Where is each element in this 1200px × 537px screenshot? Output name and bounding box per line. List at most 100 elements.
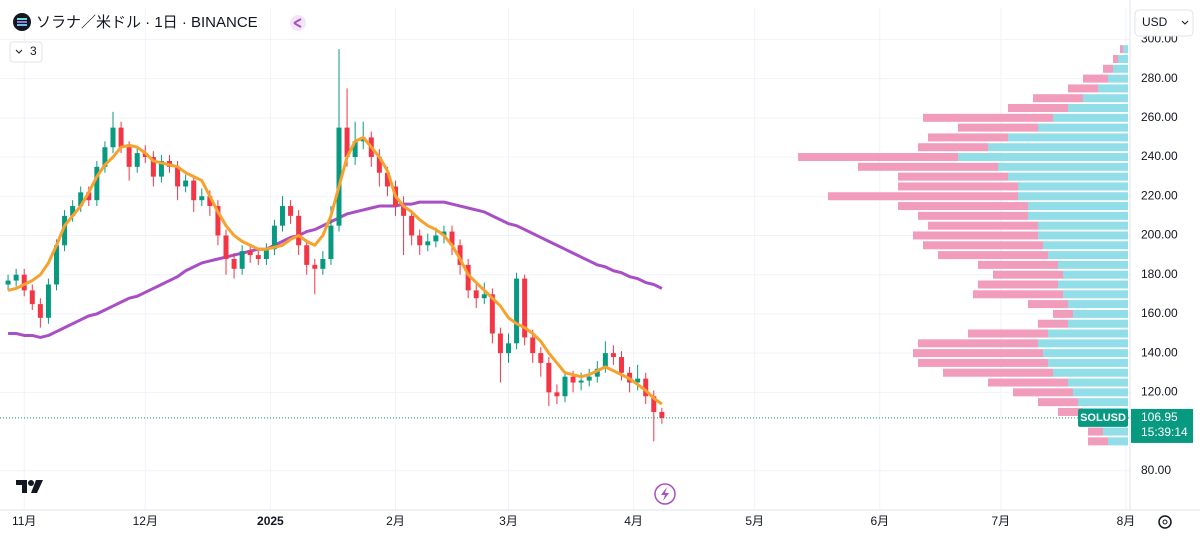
candle-body xyxy=(465,264,471,291)
profile-down-bar xyxy=(928,221,1038,230)
profile-down-bar xyxy=(1088,437,1108,446)
candle-body xyxy=(231,259,237,269)
profile-up-bar xyxy=(1073,309,1128,318)
profile-up-bar xyxy=(1078,398,1128,407)
profile-down-bar xyxy=(918,358,1048,367)
candle-body xyxy=(183,180,189,187)
grid xyxy=(0,8,1130,510)
symbol-icon-stripe xyxy=(17,24,27,26)
profile-up-bar xyxy=(1068,319,1128,328)
profile-up-bar xyxy=(1008,172,1128,181)
profile-up-bar xyxy=(1058,260,1128,269)
profile-down-bar xyxy=(973,290,1063,299)
candle-body xyxy=(376,157,382,173)
axes: 80.00 120.00 140.00 160.00 180.00 200.00 220.0… xyxy=(0,32,1193,528)
profile-down-bar xyxy=(923,241,1043,250)
profile-down-bar xyxy=(1083,74,1108,83)
candle-body xyxy=(62,215,68,246)
candle-body xyxy=(223,235,229,259)
candle-body xyxy=(271,225,277,250)
indicator-count: 3 xyxy=(30,44,37,58)
profile-down-bar xyxy=(1013,388,1073,397)
profile-down-bar xyxy=(913,349,1043,358)
plot xyxy=(5,49,665,442)
profile-down-bar xyxy=(913,231,1038,240)
share-icon-bg xyxy=(290,15,306,31)
events-icon[interactable] xyxy=(654,483,676,505)
candle-body xyxy=(473,290,479,299)
candle-body xyxy=(263,249,269,259)
share-icon[interactable] xyxy=(290,15,306,31)
candle-body xyxy=(449,231,455,246)
profile-down-bar xyxy=(1028,300,1068,309)
profile-up-bar xyxy=(1063,270,1128,279)
symbol-title[interactable]: ソラナ／米ドル · 1日 · BINANCE xyxy=(36,14,258,31)
candle-body xyxy=(578,380,584,383)
candle-body xyxy=(562,376,568,397)
candle-body xyxy=(45,284,51,318)
profile-up-bar xyxy=(1083,94,1128,103)
candle-body xyxy=(602,353,608,369)
candle-body xyxy=(312,264,318,269)
profile-down-bar xyxy=(798,153,958,162)
profile-up-bar xyxy=(988,143,1128,152)
profile-down-bar xyxy=(1058,407,1083,416)
chevron-icon xyxy=(15,49,23,54)
profile-down-bar xyxy=(923,113,1053,122)
logo-part xyxy=(16,480,27,493)
candle-body xyxy=(29,290,35,305)
profile-up-bar xyxy=(1108,74,1128,83)
currency-button[interactable] xyxy=(1134,9,1194,37)
x-tick-label: 3月 xyxy=(499,514,518,528)
candle-body xyxy=(5,280,11,285)
profile-up-bar xyxy=(1073,388,1128,397)
profile-up-bar xyxy=(1048,329,1128,338)
candle-body xyxy=(635,378,641,383)
last-price-label: 106.95 xyxy=(1141,410,1178,424)
profile-down-bar xyxy=(943,368,1053,377)
profile-down-bar xyxy=(958,123,1038,132)
candle-body xyxy=(336,127,342,226)
moving-average-line xyxy=(8,200,663,339)
candle-body xyxy=(54,245,59,285)
symbol-icon-stripe xyxy=(17,21,27,23)
symbol-icon-stripe xyxy=(17,18,27,20)
profile-up-bar xyxy=(1038,221,1128,230)
profile-down-bar xyxy=(1033,94,1083,103)
x-tick-label: 11月 xyxy=(12,514,36,528)
profile-up-bar xyxy=(1053,368,1128,377)
profile-down-bar xyxy=(968,329,1048,338)
profile-up-bar xyxy=(1118,54,1128,63)
profile-down-bar xyxy=(938,251,1048,260)
candle-body xyxy=(126,147,132,167)
candle-body xyxy=(610,353,616,358)
candle-body xyxy=(21,274,27,291)
candle-body xyxy=(255,255,261,259)
profile-down-bar xyxy=(978,260,1058,269)
profile-up-bar xyxy=(1113,64,1128,73)
indicator-toggle[interactable] xyxy=(9,41,43,63)
settings-icon[interactable] xyxy=(1158,515,1172,529)
x-tick-label: 12月 xyxy=(133,514,158,528)
profile-up-bar xyxy=(1053,113,1128,122)
candle-body xyxy=(328,225,334,259)
candle-body xyxy=(489,294,495,334)
share-icon-glyph xyxy=(293,18,302,28)
candle-body xyxy=(409,215,415,236)
profile-up-bar xyxy=(1018,182,1128,191)
y-tick-label: 200.00 xyxy=(1141,228,1178,242)
settings-ring xyxy=(1158,515,1172,529)
y-tick-label: 220.00 xyxy=(1141,188,1178,202)
y-tick-label: 140.00 xyxy=(1141,345,1178,359)
candle-body xyxy=(280,206,285,226)
profile-down-bar xyxy=(1053,309,1073,318)
last-price-box xyxy=(1131,408,1193,443)
candle-body xyxy=(199,196,205,201)
candle-body xyxy=(457,245,463,265)
tradingview-logo[interactable] xyxy=(16,480,43,493)
x-tick-label: 7月 xyxy=(992,514,1011,528)
profile-up-bar xyxy=(1068,378,1128,387)
candle-body xyxy=(86,192,92,201)
candle-body xyxy=(70,206,76,216)
x-tick-label: 4月 xyxy=(624,514,643,528)
